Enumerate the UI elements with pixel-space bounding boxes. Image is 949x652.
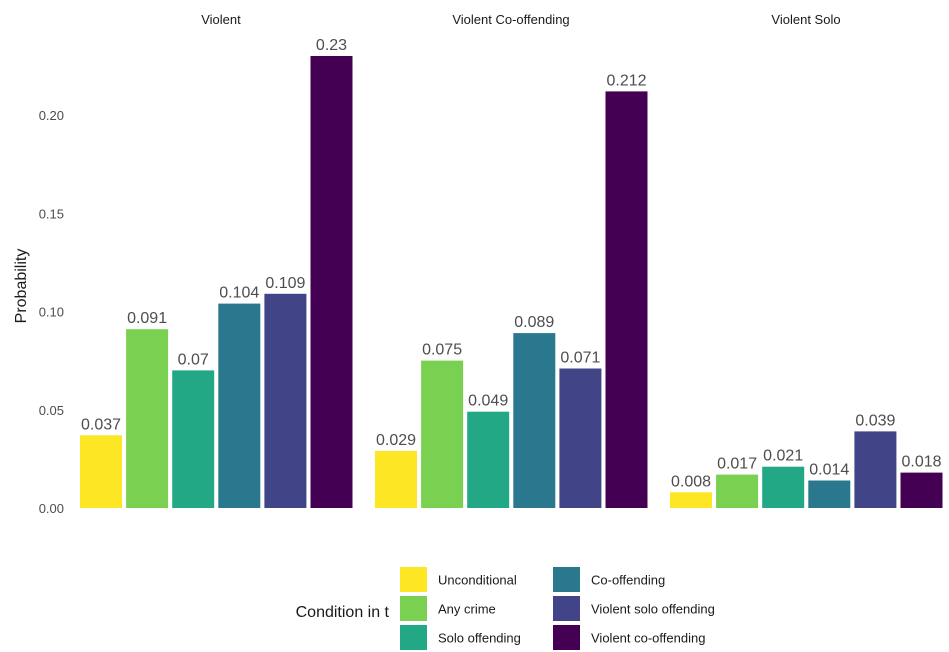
bar-2-2	[762, 466, 805, 508]
facet-title-1: Violent Co-offending	[452, 12, 569, 27]
bar-1-5	[605, 91, 648, 509]
data-label-0-3: 0.104	[219, 285, 259, 302]
data-label-2-0: 0.008	[671, 473, 711, 490]
bars	[80, 56, 943, 509]
bar-2-0	[670, 492, 712, 508]
y-axis-title: Probability	[13, 249, 30, 324]
bar-1-2	[467, 411, 510, 508]
bar-0-0	[80, 435, 122, 508]
y-tick-label-1: 0.05	[39, 403, 64, 418]
data-label-2-1: 0.017	[717, 456, 757, 473]
bar-2-3	[808, 480, 851, 508]
y-tick-label-2: 0.10	[39, 305, 64, 320]
data-label-2-3: 0.014	[809, 462, 849, 479]
y-tick-label-0: 0.00	[39, 501, 64, 516]
data-label-1-3: 0.089	[514, 314, 554, 331]
data-label-0-0: 0.037	[81, 416, 121, 433]
data-label-2-2: 0.021	[763, 448, 803, 465]
legend-swatch-3	[553, 567, 580, 592]
data-label-0-4: 0.109	[265, 275, 305, 292]
bar-0-2	[172, 370, 215, 508]
legend-label-0: Unconditional	[438, 573, 517, 588]
legend-title: Condition in t	[296, 604, 390, 621]
data-labels: 0.037 0.091 0.07 0.104 0.109 0.23 0.029 0.075 0.…	[81, 37, 942, 490]
data-label-0-1: 0.091	[127, 310, 167, 327]
bar-0-1	[126, 329, 169, 508]
data-label-1-2: 0.049	[468, 393, 508, 410]
facet-title-0: Violent	[201, 12, 241, 27]
legend-swatch-2	[400, 625, 427, 650]
y-tick-label-3: 0.15	[39, 206, 64, 221]
legend-items: Unconditional Any crime Solo offending Co-o…	[400, 567, 715, 650]
bar-2-1	[716, 474, 759, 508]
legend-swatch-5	[553, 625, 580, 650]
data-label-1-1: 0.075	[422, 342, 462, 359]
data-label-2-5: 0.018	[901, 454, 941, 471]
data-label-2-4: 0.039	[855, 412, 895, 429]
data-label-1-0: 0.029	[376, 432, 416, 449]
legend-label-4: Violent solo offending	[591, 602, 715, 617]
legend-label-5: Violent co-offending	[591, 631, 705, 646]
bar-2-4	[854, 431, 897, 508]
legend-label-1: Any crime	[438, 602, 496, 617]
legend: Condition in t Unconditional Any crime Sol…	[296, 567, 715, 650]
bar-2-5	[900, 472, 943, 508]
legend-label-2: Solo offending	[438, 631, 521, 646]
data-label-1-4: 0.071	[560, 350, 600, 367]
bar-0-3	[218, 303, 261, 508]
legend-swatch-0	[400, 567, 427, 592]
legend-label-3: Co-offending	[591, 573, 665, 588]
bar-1-0	[375, 451, 417, 508]
y-tick-label-4: 0.20	[39, 108, 64, 123]
legend-swatch-1	[400, 596, 427, 621]
y-axis: 0.00 0.05 0.10 0.15 0.20	[39, 108, 64, 516]
data-label-0-2: 0.07	[178, 351, 209, 368]
facet-titles: Violent Violent Co-offending Violent Solo	[201, 12, 840, 27]
bar-1-1	[421, 360, 464, 508]
bar-1-3	[513, 333, 556, 508]
data-label-0-5: 0.23	[316, 37, 347, 54]
bar-1-4	[559, 368, 602, 508]
data-label-1-5: 0.212	[606, 72, 646, 89]
legend-swatch-4	[553, 596, 580, 621]
facet-title-2: Violent Solo	[771, 12, 840, 27]
bar-0-4	[264, 293, 307, 508]
bar-0-5	[310, 56, 353, 508]
